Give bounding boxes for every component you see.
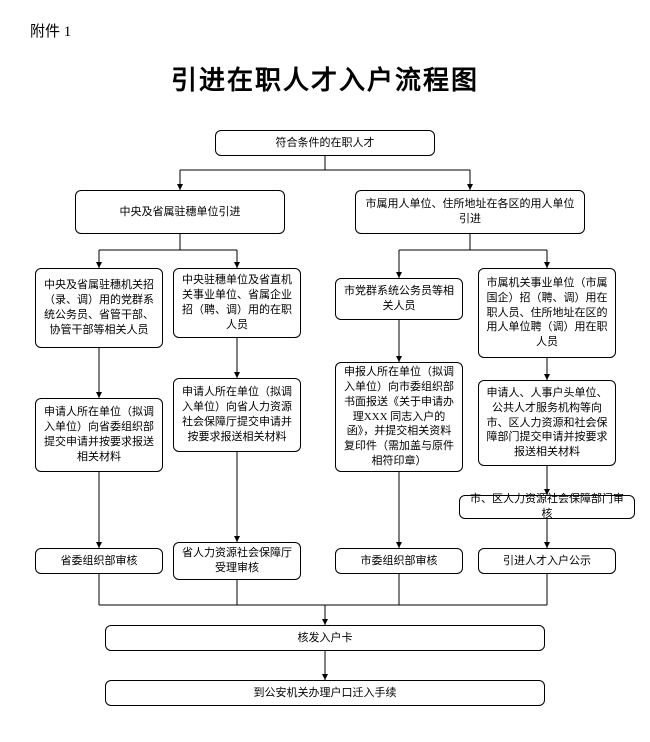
flowchart-page: 附件 1 引进在职人才入户流程图 符合条件的在职人才中央及省属驻穗单位引进 市属用… <box>0 0 650 742</box>
flow-node-n17: 到公安机关办理户口迁入手续 <box>105 680 545 706</box>
flow-node-n14: 市委组织部审核 <box>335 548 463 574</box>
flow-node-n7: 申请人所在单位（拟调入单位）向省委组织部提交申请并按要求报送相关材料 <box>35 398 163 472</box>
flow-node-n11: 市、区人力资源社会保障部门审核 <box>459 495 635 519</box>
flow-node-n4: 中央驻穗单位及省直机关事业单位、省属企业招（聘、调）用的在职人员 <box>173 268 301 338</box>
flow-node-n1: 中央及省属驻穗单位引进 <box>75 190 285 234</box>
flow-node-n8: 申请人所在单位（拟调入单位）向省人力资源社会保障厅提交申请并按要求报送相关材料 <box>173 378 301 452</box>
flow-node-n12: 省委组织部审核 <box>35 548 163 574</box>
page-title: 引进在职人才入户流程图 <box>0 60 650 97</box>
flow-node-n10: 申请人、人事户头单位、公共人才服务机构等向市、区人力资源和社会保障部门提交申请并… <box>478 380 616 466</box>
flow-node-n9: 申报人所在单位（拟调入单位）向市委组织部书面报送《关于申请办理XXX 同志入户的… <box>335 362 463 472</box>
flow-node-n16: 核发入户卡 <box>105 625 545 651</box>
flow-node-n13: 省人力资源社会保障厅受理审核 <box>173 542 301 580</box>
flow-node-n3: 中央及省属驻穗机关招（录、调）用的党群系统公务员、省管干部、协管干部等相关人员 <box>35 268 163 348</box>
flow-node-n5: 市党群系统公务员等相关人员 <box>335 278 463 320</box>
flow-node-n15: 引进人才入户公示 <box>478 548 616 574</box>
flow-node-n0: 符合条件的在职人才 <box>215 130 435 156</box>
flow-node-n6: 市属机关事业单位（市属国企）招（聘、调）用在职人员、住所地址在区的用人单位聘（调… <box>478 268 616 358</box>
flow-node-n2: 市属用人单位、住所地址在各区的用人单位引进 <box>355 190 585 234</box>
attachment-label: 附件 1 <box>30 20 71 41</box>
